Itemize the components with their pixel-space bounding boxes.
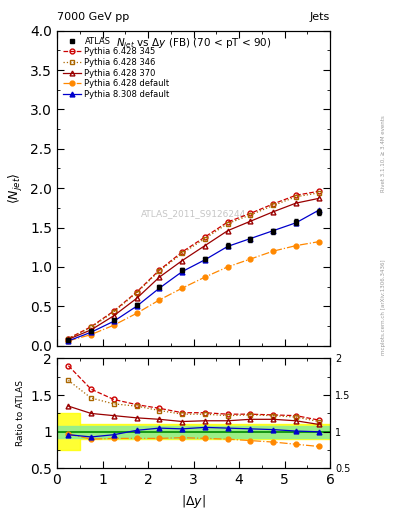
Text: 7000 GeV pp: 7000 GeV pp [57,12,129,22]
Text: Jets: Jets [310,12,330,22]
Y-axis label: Ratio to ATLAS: Ratio to ATLAS [16,380,25,446]
Text: Rivet 3.1.10, ≥ 3.4M events: Rivet 3.1.10, ≥ 3.4M events [381,115,386,192]
Legend: ATLAS, Pythia 6.428 345, Pythia 6.428 346, Pythia 6.428 370, Pythia 6.428 defaul: ATLAS, Pythia 6.428 345, Pythia 6.428 34… [59,33,173,102]
Text: $N_{jet}$ vs $\Delta y$ (FB) (70 < pT < 90): $N_{jet}$ vs $\Delta y$ (FB) (70 < pT < … [116,37,271,51]
Text: mcplots.cern.ch [arXiv:1306.3436]: mcplots.cern.ch [arXiv:1306.3436] [381,260,386,355]
X-axis label: |$\Delta y$|: |$\Delta y$| [181,493,206,510]
Y-axis label: $\langle N_{jet}\rangle$: $\langle N_{jet}\rangle$ [7,173,25,204]
Text: ATLAS_2011_S9126244: ATLAS_2011_S9126244 [141,209,246,218]
